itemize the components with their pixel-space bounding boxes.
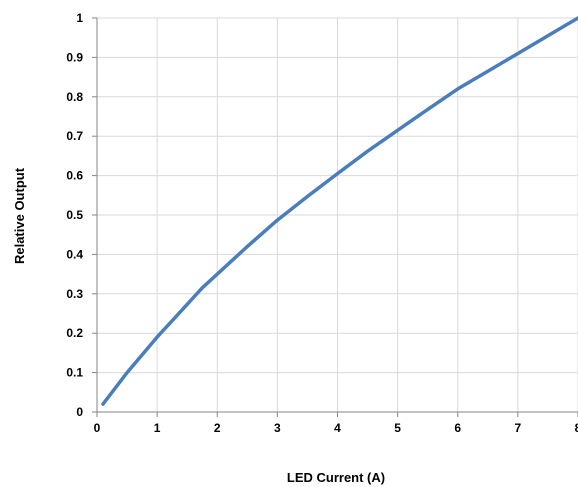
y-tick-label: 0.6: [66, 169, 83, 183]
x-tick-label: 6: [454, 421, 461, 435]
series: [101, 16, 578, 406]
x-tick-label: 5: [394, 421, 401, 435]
x-tick-labels: 0 1 2 3 4 5 6 7 8: [94, 421, 578, 435]
y-tick-label: 1: [76, 11, 83, 25]
y-tick-label: 0.5: [66, 208, 83, 222]
y-tick-label: 0.3: [66, 287, 83, 301]
grid: [97, 17, 578, 412]
x-tick-label: 3: [274, 421, 281, 435]
x-axis-title: LED Current (A): [287, 470, 385, 485]
axes: [92, 17, 578, 417]
y-tick-label: 0.9: [66, 50, 83, 64]
y-tick-label: 0.1: [66, 366, 83, 380]
y-tick-label: 0.4: [66, 247, 83, 261]
x-tick-label: 8: [575, 421, 578, 435]
y-tick-label: 0.2: [66, 326, 83, 340]
x-tick-label: 1: [154, 421, 161, 435]
y-axis-title: Relative Output: [12, 167, 27, 264]
y-tick-label: 0: [76, 405, 83, 419]
x-tick-label: 7: [515, 421, 522, 435]
series-line: [101, 16, 578, 406]
x-tick-label: 0: [94, 421, 101, 435]
y-tick-label: 0.7: [66, 129, 83, 143]
y-tick-labels: 0 0.1 0.2 0.3 0.4 0.5 0.6 0.7 0.8 0.9 1: [66, 11, 83, 419]
x-tick-label: 4: [334, 421, 341, 435]
x-tick-label: 2: [214, 421, 221, 435]
y-tick-label: 0.8: [66, 90, 83, 104]
